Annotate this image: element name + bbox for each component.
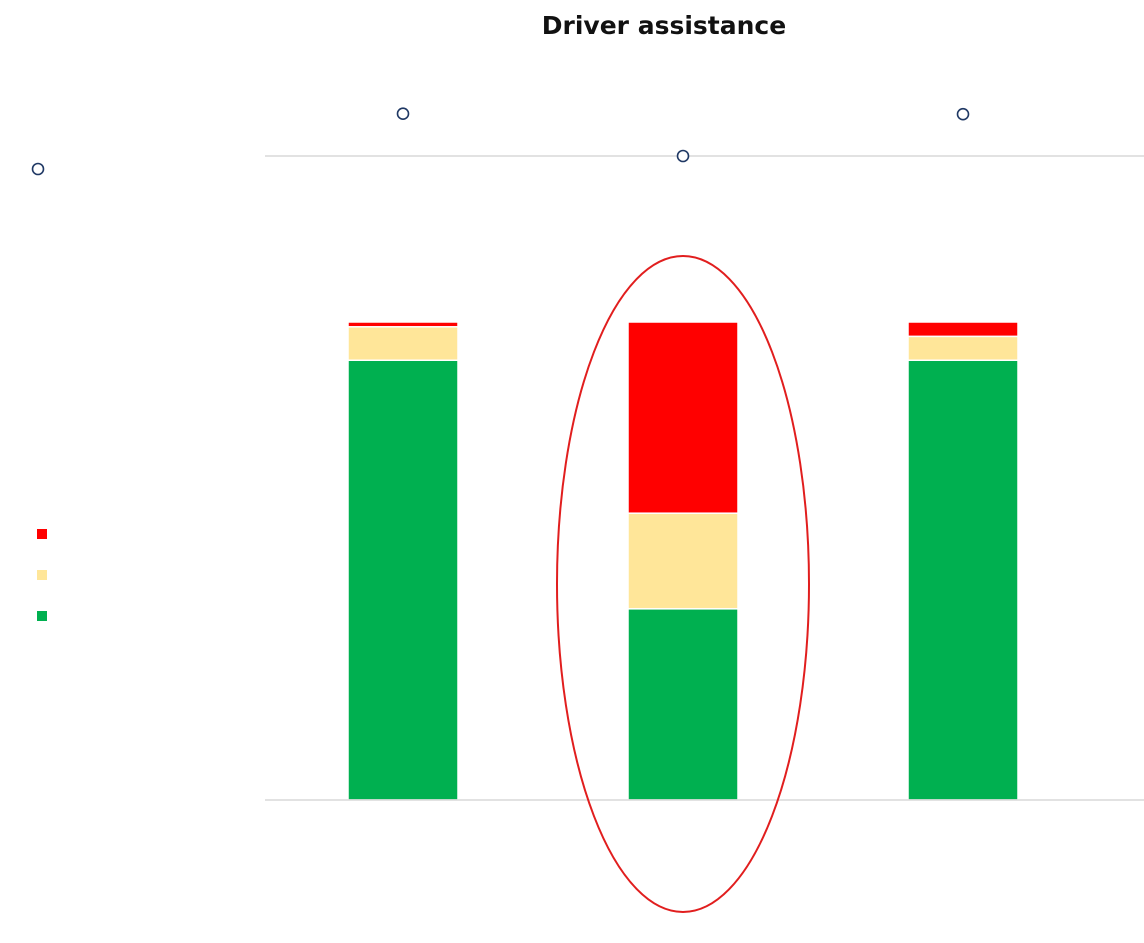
legend-group bbox=[31, 162, 47, 621]
bar-segment-detractors-2 bbox=[627, 321, 739, 514]
nps-marker-3 bbox=[956, 107, 970, 121]
nps-legend-marker bbox=[31, 162, 45, 176]
bar-segment-promoters-1 bbox=[347, 359, 459, 801]
bar-segment-detractors-3 bbox=[907, 321, 1019, 338]
bars-group bbox=[347, 321, 1019, 801]
nps-marker-2 bbox=[676, 149, 690, 163]
bar-segment-detractors-1 bbox=[347, 321, 459, 328]
legend-swatch-detractors bbox=[37, 529, 47, 539]
legend-swatch-neutrals bbox=[37, 570, 47, 580]
bar-segment-promoters-3 bbox=[907, 359, 1019, 801]
chart-title: Driver assistance bbox=[542, 11, 786, 40]
nps-marker-1 bbox=[396, 107, 410, 120]
highlight-ellipse bbox=[556, 255, 810, 913]
nps-group bbox=[265, 107, 1144, 163]
bar-segment-promoters-2 bbox=[627, 608, 739, 801]
legend-swatch-promoters bbox=[37, 611, 47, 621]
bar-segment-neutrals-1 bbox=[347, 326, 459, 361]
bar-segment-neutrals-3 bbox=[907, 335, 1019, 361]
bar-segment-neutrals-2 bbox=[627, 512, 739, 610]
highlight-group bbox=[556, 255, 810, 913]
